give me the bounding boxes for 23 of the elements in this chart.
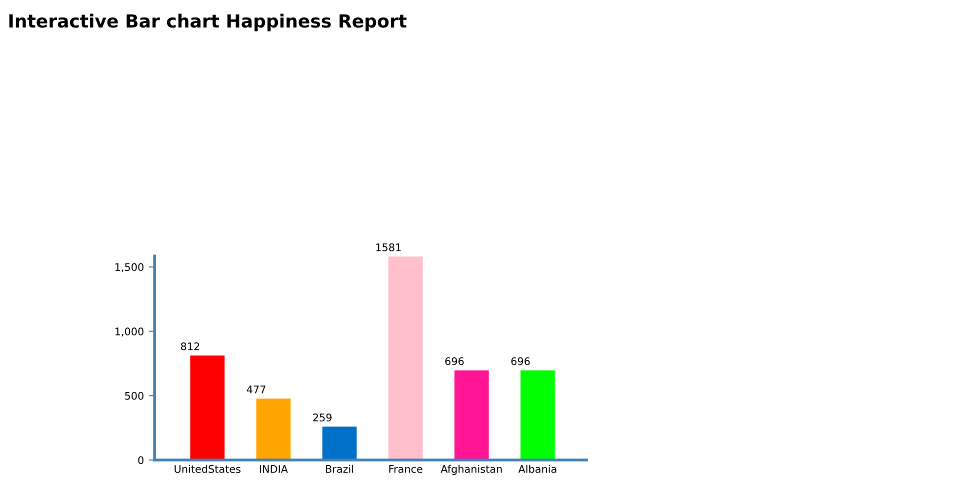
data-label: 812 bbox=[180, 342, 200, 350]
chart-title: Interactive Bar chart Happiness Report bbox=[9, 14, 407, 32]
x-tick-label: Afghanistan bbox=[440, 464, 502, 475]
bar bbox=[520, 370, 555, 460]
bar bbox=[256, 398, 291, 460]
bar bbox=[190, 355, 225, 460]
x-tick-label: France bbox=[389, 465, 422, 473]
y-tick-label: 0 bbox=[138, 456, 144, 464]
data-label: 477 bbox=[246, 386, 266, 394]
x-tick-label: Brazil bbox=[326, 464, 354, 473]
data-label: 1581 bbox=[376, 243, 401, 252]
x-tick-label: INDIA bbox=[260, 465, 288, 473]
data-label: 259 bbox=[313, 414, 332, 422]
data-label: 696 bbox=[511, 357, 530, 366]
y-tick-label: 1,500 bbox=[115, 263, 144, 272]
bar bbox=[454, 370, 489, 460]
bar bbox=[388, 256, 423, 460]
x-tick-label: Albania bbox=[518, 464, 556, 473]
x-tick-label: UnitedStates bbox=[174, 464, 241, 473]
bar bbox=[322, 426, 357, 460]
y-tick-label: 500 bbox=[125, 392, 144, 400]
y-tick-label: 1,000 bbox=[115, 328, 144, 336]
data-label: 696 bbox=[445, 357, 464, 366]
